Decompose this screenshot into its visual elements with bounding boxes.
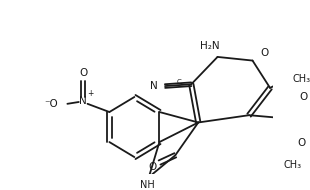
Text: O: O — [300, 92, 308, 102]
Text: H₂N: H₂N — [200, 41, 219, 51]
Text: O: O — [79, 68, 87, 78]
Text: O: O — [297, 138, 305, 147]
Text: N: N — [150, 81, 158, 91]
Text: CH₃: CH₃ — [284, 160, 302, 170]
Text: O: O — [260, 48, 269, 58]
Text: O: O — [148, 162, 157, 172]
Text: C: C — [177, 78, 181, 85]
Text: CH₃: CH₃ — [293, 74, 310, 84]
Text: N: N — [79, 96, 87, 106]
Text: +: + — [87, 89, 93, 98]
Text: ⁻O: ⁻O — [44, 99, 58, 109]
Text: NH: NH — [140, 180, 154, 190]
